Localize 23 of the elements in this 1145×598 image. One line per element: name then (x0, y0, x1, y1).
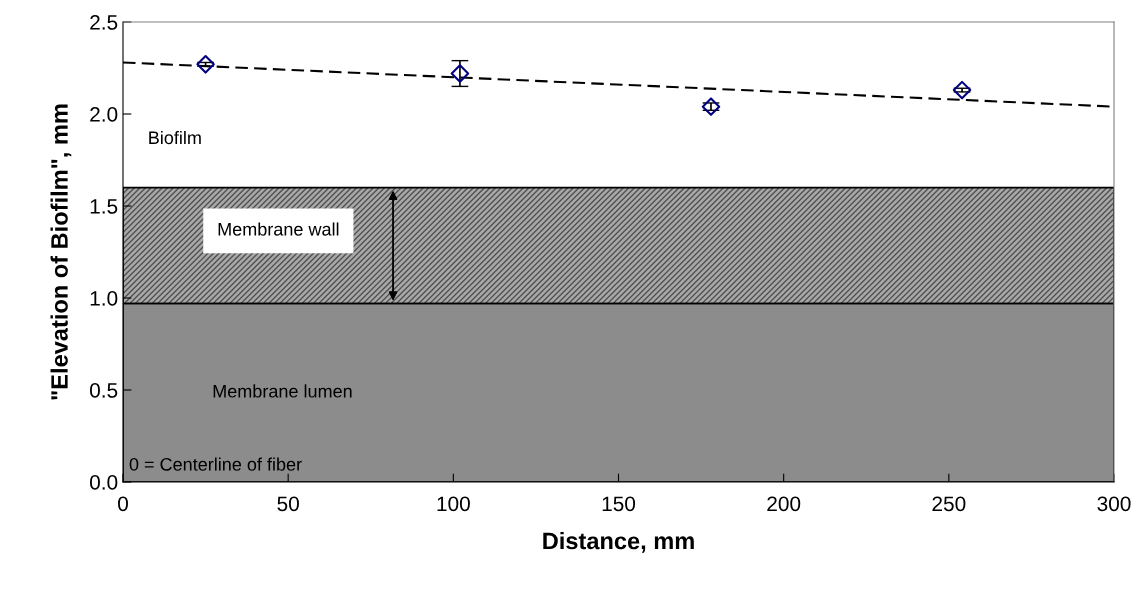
band-label: Membrane wall (218, 222, 339, 236)
x-tick-label: 200 (767, 496, 801, 512)
x-tick-label: 50 (277, 496, 299, 512)
x-tick-label: 100 (437, 496, 470, 512)
y-axis-title: "Elevation of Biofilm", mm (50, 104, 72, 400)
x-tick-label: 300 (1097, 496, 1131, 512)
x-axis-title: Distance, mm (543, 531, 694, 553)
point (450, 64, 470, 83)
point (196, 55, 215, 74)
annotation: 0 = Centerline of fiber (129, 457, 302, 471)
x-tick-label: 150 (602, 496, 636, 512)
y-tick-label: 2.5 (90, 15, 118, 30)
annotation: Biofilm (149, 130, 201, 145)
y-tick-label: 1.0 (90, 291, 118, 306)
y-tick-label: 0.0 (89, 475, 118, 490)
y-tick-label: 2.0 (90, 107, 118, 122)
x-tick-label: 0 (118, 496, 128, 512)
y-tick-label: 0.5 (89, 383, 118, 398)
point (701, 97, 721, 116)
band-label: Membrane lumen (213, 384, 352, 398)
x-tick-label: 250 (932, 496, 966, 512)
y-tick-label: 1.5 (90, 199, 118, 214)
point (952, 80, 972, 100)
